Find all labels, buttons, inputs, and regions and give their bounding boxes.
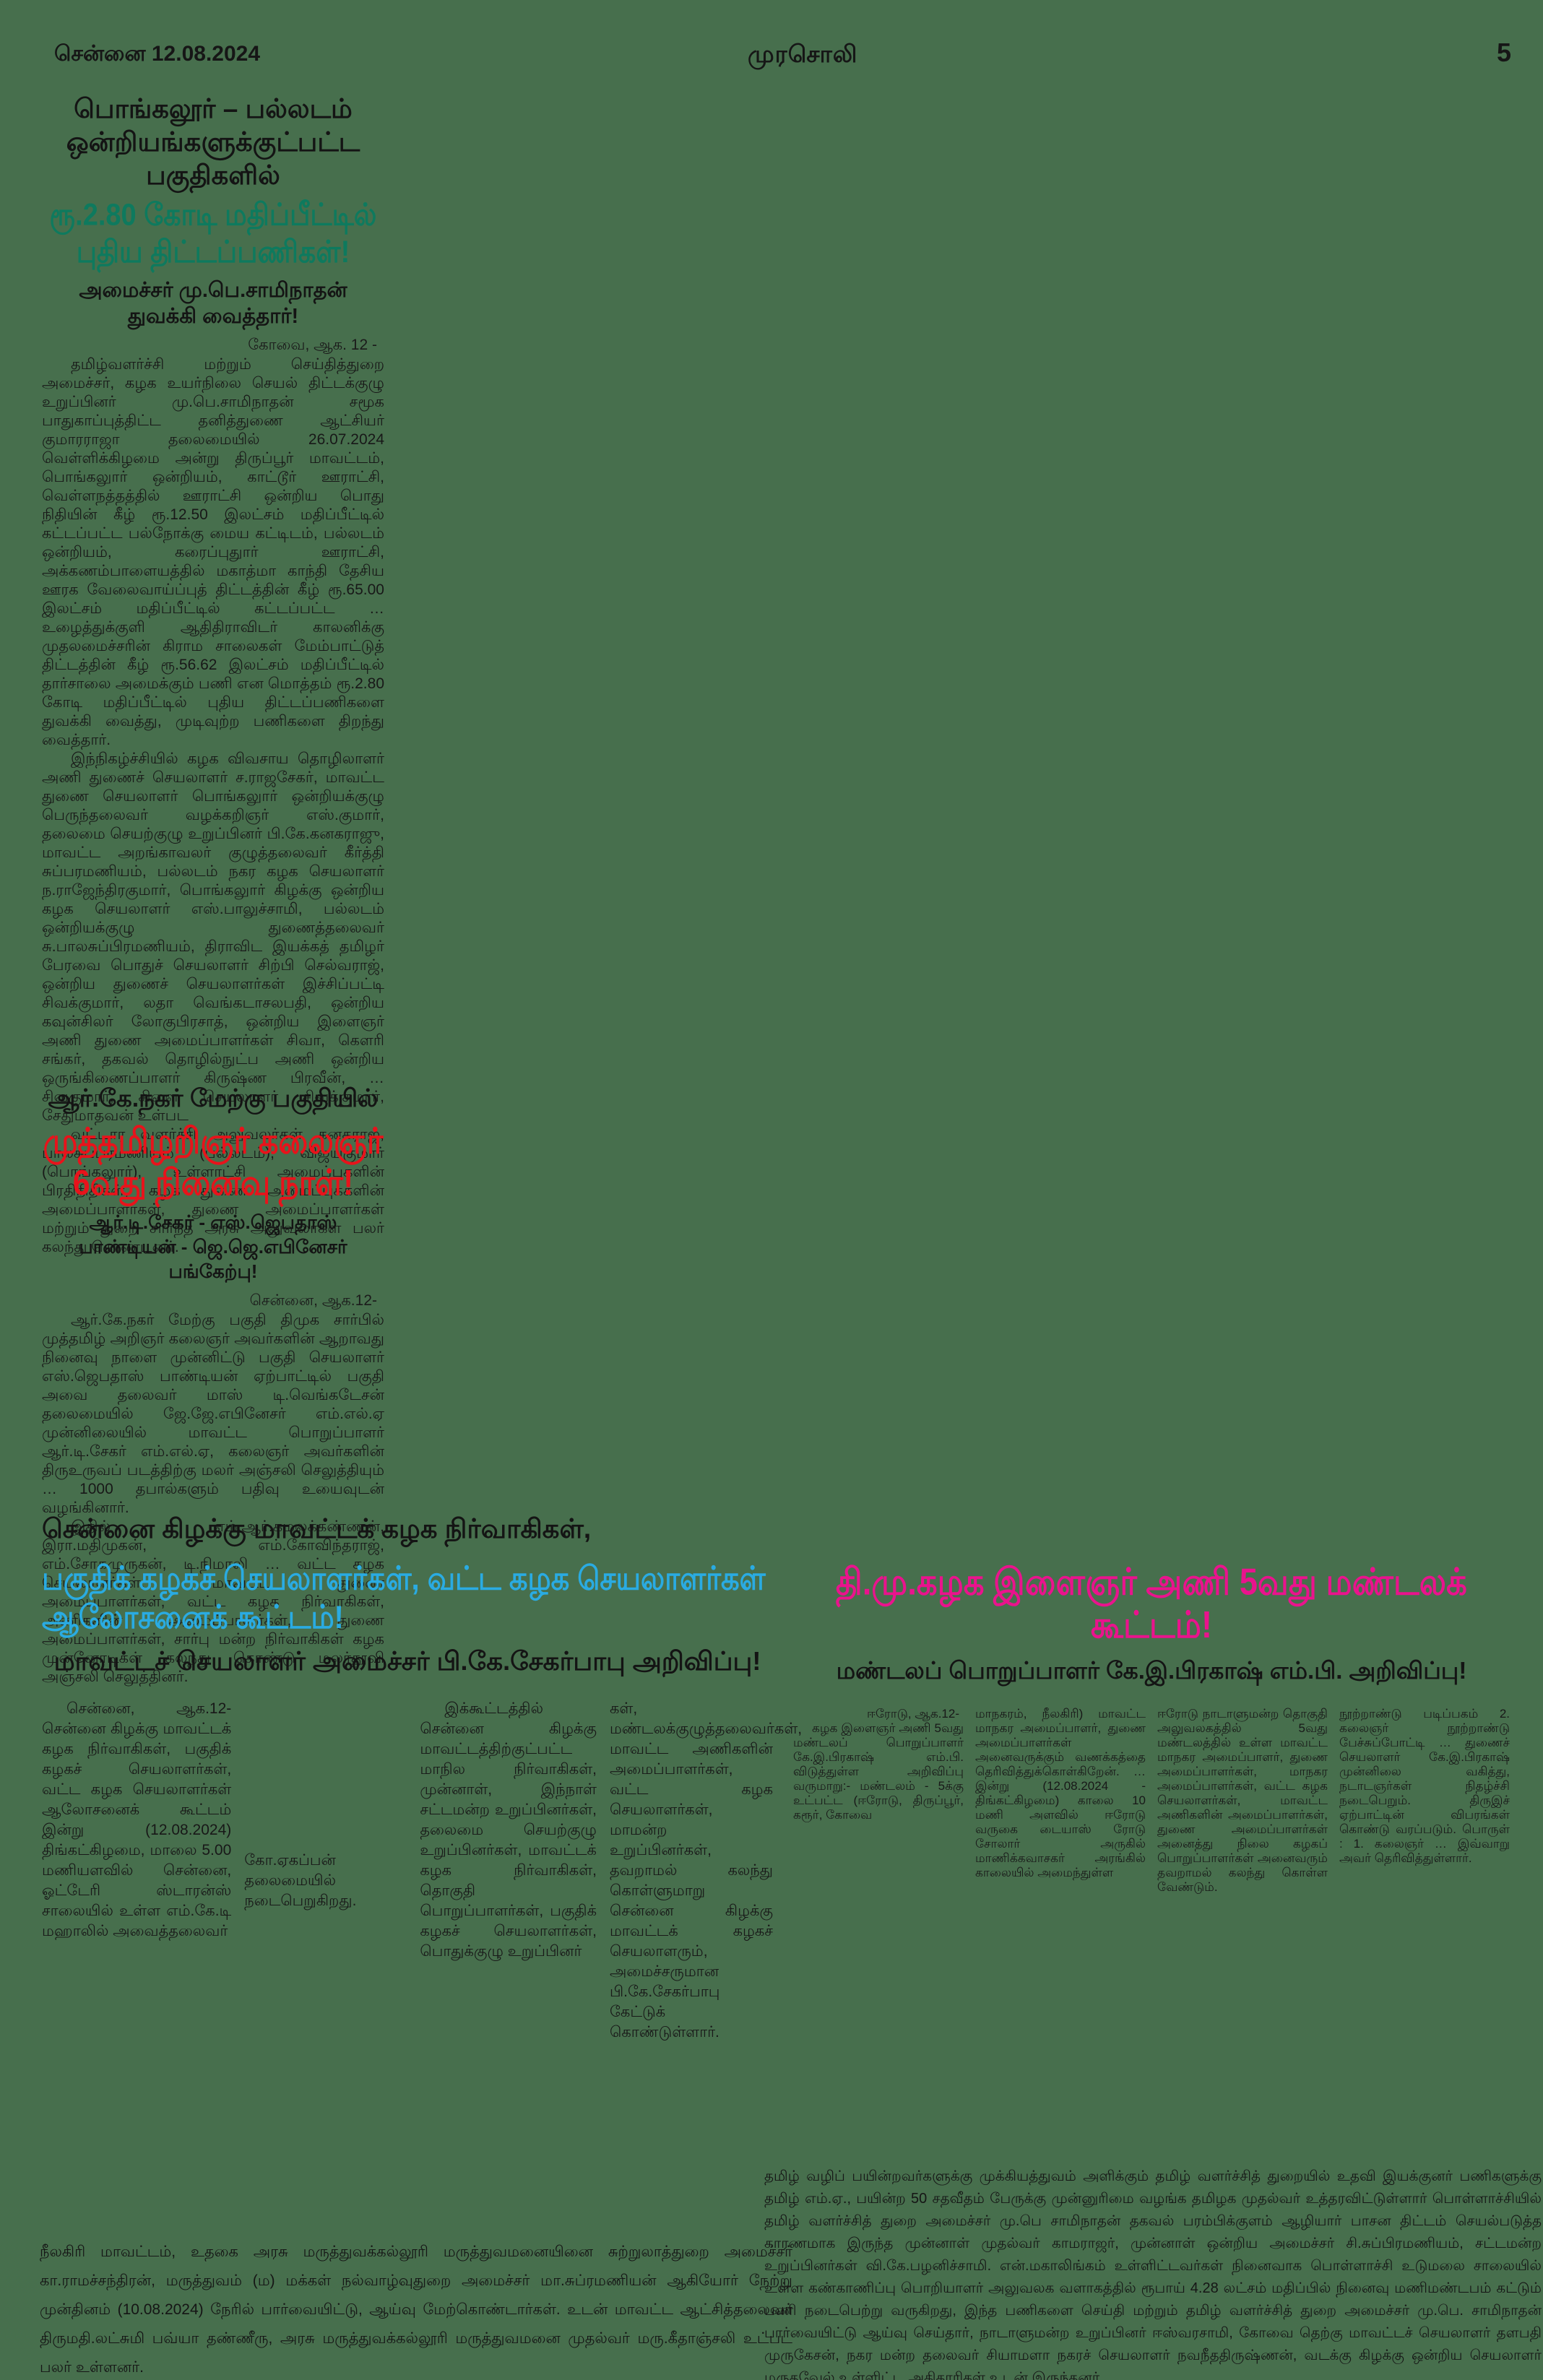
article-projects-kicker-line2: ஒன்றியங்களுக்குட்பட்ட பகுதிகளில் <box>66 127 360 190</box>
article-projects-paragraph: தமிழ்வளர்ச்சி மற்றும் செய்தித்துறை அமைச்… <box>42 356 384 748</box>
article-meeting-columns: சென்னை, ஆக.12- சென்னை கிழக்கு மாவட்டக் க… <box>42 1699 803 2043</box>
article-projects-kicker-line1: பொங்கலூர் – பல்லடம் <box>74 94 353 124</box>
newspaper-title: முரசொலி <box>748 40 858 67</box>
article-memorial: ஆர்.கே.நகர் மேற்கு பகுதியில் முத்தமிழறிஞ… <box>42 1085 384 1687</box>
article-meeting-column-2: கோ.ஏகப்பன் தலைமையில் நடைபெறுகிறது. <box>244 1699 407 2043</box>
article-youth-column-text: மாநகரம், நீலகிரி) மாவட்ட மாநகர அமைப்பாளர… <box>975 1707 1146 1879</box>
article-meeting-column-text: கள், மண்டலக்குழுத்தலைவர்கள், மாவட்ட அணிக… <box>610 1700 803 2041</box>
article-youth-headline: தி.மு.கழக இளைஞர் அணி 5வது மண்டலக் கூட்டம… <box>836 1560 1467 1646</box>
article-meeting-column-text: கோ.ஏகப்பன் தலைமையில் நடைபெறுகிறது. <box>244 1852 357 1909</box>
page-number: 5 <box>1497 38 1512 67</box>
article-meeting-headline: பகுதிக் கழகச் செயலாளர்கள், வட்ட கழக செயல… <box>42 1561 766 1636</box>
article-meeting-column-3: இக்கூட்டத்தில் சென்னை கிழக்கு மாவட்டத்தி… <box>420 1699 597 2043</box>
edition-date: சென்னை 12.08.2024 <box>54 42 261 66</box>
article-memorial-body: ஆர்.கே.நகர் மேற்கு பகுதி திமுக சார்பில் … <box>42 1311 384 1687</box>
article-youth-column-2: மாநகரம், நீலகிரி) மாவட்ட மாநகர அமைப்பாளர… <box>975 1707 1146 1895</box>
article-projects-paragraph: இந்நிகழ்ச்சியில் கழக விவசாய தொழிலாளர் அண… <box>42 750 384 1124</box>
article-youth-wing: தி.மு.கழக இளைஞர் அணி 5வது மண்டலக் கூட்டம… <box>793 1560 1510 1895</box>
article-meeting-column-1: சென்னை, ஆக.12- சென்னை கிழக்கு மாவட்டக் க… <box>42 1699 231 2043</box>
article-memorial-dateline: சென்னை, ஆக.12- <box>249 1292 377 1309</box>
article-memorial-paragraph: ஆர்.கே.நகர் மேற்கு பகுதி திமுக சார்பில் … <box>42 1312 384 1516</box>
article-meeting: சென்னை கிழக்கு மாவட்டக் கழக நிர்வாகிகள்,… <box>42 1514 803 2043</box>
article-meeting-kicker: சென்னை கிழக்கு மாவட்டக் கழக நிர்வாகிகள், <box>42 1514 592 1544</box>
article-memorial-headline: முத்தமிழறிஞர் கலைஞர் 6வது நினைவு நாள்! <box>43 1121 384 1203</box>
article-youth-column-text: நூற்றாண்டு படிப்பகம் 2. கலைஞர் நூற்றாண்ட… <box>1339 1707 1510 1865</box>
article-memorial-kicker: ஆர்.கே.நகர் மேற்கு பகுதியில் <box>48 1085 379 1112</box>
article-meeting-column-text: இக்கூட்டத்தில் சென்னை கிழக்கு மாவட்டத்தி… <box>420 1700 597 1960</box>
article-youth-subhead: மண்டலப் பொறுப்பாளர் கே.இ.பிரகாஷ் எம்.பி.… <box>836 1657 1467 1684</box>
article-projects-headline: ரூ.2.80 கோடி மதிப்பீட்டில் புதிய திட்டப்… <box>49 198 377 270</box>
article-youth-column-text: ஈரோடு நாடாளுமன்ற தொகுதி அலுவலகத்தில் 5வத… <box>1157 1707 1328 1894</box>
article-memorial-paragraph: இதில் எம்.ஆர்.கமலக்கண்ணன், இரா.மதிமுகன்,… <box>42 1518 384 1685</box>
article-youth-column-text: கழக இளைஞர் அணி 5வது மண்டலப் பொறுப்பாளர் … <box>793 1721 964 1822</box>
article-youth-column-3: ஈரோடு நாடாளுமன்ற தொகுதி அலுவலகத்தில் 5வத… <box>1157 1707 1328 1895</box>
article-memorial-subhead: ஆர்.டி.சேகர் - எஸ்.ஜெபதாஸ் பாண்டியன் - ஜ… <box>79 1211 347 1282</box>
article-meeting-column-4: கள், மண்டலக்குழுத்தலைவர்கள், மாவட்ட அணிக… <box>610 1699 803 2043</box>
article-youth-column-1: ஈரோடு, ஆக.12- கழக இளைஞர் அணி 5வது மண்டலப… <box>793 1707 964 1895</box>
news-brief-bottom-left: நீலகிரி மாவட்டம், உதகை அரசு மருத்துவக்கல… <box>40 2243 792 2376</box>
article-projects-subhead: அமைச்சர் மு.பெ.சாமிநாதன் துவக்கி வைத்தார… <box>79 279 347 328</box>
article-projects: பொங்கலூர் – பல்லடம் ஒன்றியங்களுக்குட்பட்… <box>42 92 384 1257</box>
article-meeting-subhead: மாவட்டச் செயலாளர் அமைச்சர் பி.கே.சேகர்பா… <box>53 1646 761 1676</box>
news-brief-bottom-right: தமிழ் வழிப் பயின்றவர்களுக்கு முக்கியத்து… <box>764 2168 1542 2380</box>
article-projects-body: தமிழ்வளர்ச்சி மற்றும் செய்தித்துறை அமைச்… <box>42 355 384 1257</box>
article-projects-dateline: கோவை, ஆக. 12 - <box>248 337 377 353</box>
article-meeting-column-text: சென்னை, ஆக.12- சென்னை கிழக்கு மாவட்டக் க… <box>42 1700 232 1939</box>
article-projects-paragraph: வட்டார வளர்ச்சி அலுவலர்கள் கனகராஜ், பாலச… <box>42 1126 384 1255</box>
article-youth-columns: ஈரோடு, ஆக.12- கழக இளைஞர் அணி 5வது மண்டலப… <box>793 1707 1510 1895</box>
article-youth-dateline: ஈரோடு, ஆக.12- <box>866 1707 959 1721</box>
article-youth-column-4: நூற்றாண்டு படிப்பகம் 2. கலைஞர் நூற்றாண்ட… <box>1339 1707 1510 1895</box>
